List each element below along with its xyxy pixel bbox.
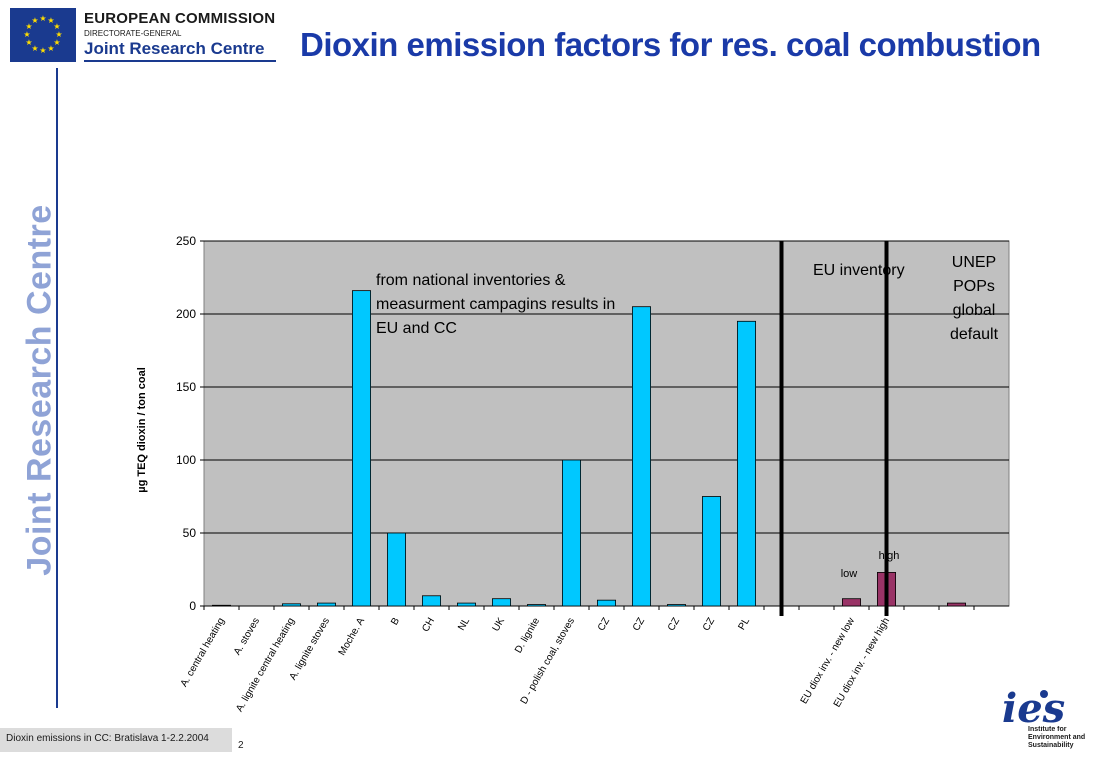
bar bbox=[456, 602, 476, 607]
bar bbox=[316, 602, 336, 607]
ies-logo: ies Institute for Environment and Sustai… bbox=[1000, 685, 1100, 758]
bar bbox=[702, 496, 722, 607]
y-tick-label: 200 bbox=[176, 307, 196, 321]
plot-area bbox=[203, 240, 1010, 607]
y-tick-label: 150 bbox=[176, 380, 196, 394]
x-tick-label: PL bbox=[736, 616, 752, 632]
bar bbox=[947, 602, 967, 607]
dg-label: DIRECTORATE-GENERAL bbox=[84, 29, 182, 38]
svg-text:★: ★ bbox=[25, 38, 32, 47]
y-axis-label: µg TEQ dioxin / ton coal bbox=[136, 367, 148, 493]
bar bbox=[562, 459, 582, 607]
org-name: EUROPEAN COMMISSION bbox=[84, 10, 276, 27]
svg-text:★: ★ bbox=[53, 22, 60, 31]
x-tick-label: CZ bbox=[631, 616, 647, 633]
logo-underline bbox=[84, 60, 276, 62]
bar bbox=[842, 598, 862, 607]
annotation-unep-line1: UNEP bbox=[952, 254, 996, 271]
ies-logo-letters: ies bbox=[1002, 686, 1065, 732]
page-title: Dioxin emission factors for res. coal co… bbox=[300, 26, 1041, 63]
svg-text:★: ★ bbox=[39, 14, 46, 23]
annotation-low: low bbox=[841, 568, 858, 580]
svg-text:★: ★ bbox=[23, 30, 30, 39]
x-tick-label: A. central heating bbox=[179, 616, 227, 689]
x-tick-label: B bbox=[389, 616, 402, 628]
svg-text:★: ★ bbox=[47, 16, 54, 25]
svg-text:★: ★ bbox=[39, 46, 46, 55]
x-tick-label: CH bbox=[420, 616, 437, 634]
x-tick-label: A. stoves bbox=[232, 616, 262, 657]
y-tick-label: 0 bbox=[189, 599, 196, 613]
x-tick-label: CZ bbox=[701, 616, 717, 633]
footer-text: Dioxin emissions in CC: Bratislava 1-2.2… bbox=[6, 733, 209, 744]
bar bbox=[491, 598, 511, 607]
x-tick-label: Moche. A bbox=[337, 616, 368, 658]
annotation-national-line1: from national inventories & bbox=[376, 272, 566, 289]
ies-logo-caption: Institute for Environment and Sustainabi… bbox=[1028, 726, 1086, 749]
y-tick-label: 100 bbox=[176, 453, 196, 467]
bar bbox=[351, 290, 371, 607]
bar bbox=[597, 599, 617, 607]
annotation-national-line2: measurment campagins results in bbox=[376, 296, 615, 313]
bar bbox=[421, 595, 441, 607]
x-tick-label: CZ bbox=[666, 616, 682, 633]
bar bbox=[211, 604, 231, 607]
svg-text:★: ★ bbox=[25, 22, 32, 31]
bar bbox=[281, 603, 301, 607]
eu-flag-icon: ★ ★ ★ ★ ★ ★ ★ ★ ★ ★ ★ ★ bbox=[10, 8, 76, 62]
footer-box bbox=[0, 728, 232, 752]
annotation-national-line3: EU and CC bbox=[376, 320, 457, 337]
svg-text:★: ★ bbox=[31, 44, 38, 53]
y-tick-label: 250 bbox=[176, 234, 196, 248]
jrc-name: Joint Research Centre bbox=[84, 39, 265, 58]
annotation-unep-line3: global bbox=[953, 302, 996, 319]
annotation-eu-inventory: EU inventory bbox=[813, 262, 905, 279]
y-tick-label: 50 bbox=[183, 526, 197, 540]
svg-text:★: ★ bbox=[31, 16, 38, 25]
x-tick-label: D. lignite bbox=[513, 616, 542, 656]
bar bbox=[632, 306, 652, 607]
bar bbox=[667, 604, 687, 607]
bar bbox=[737, 320, 757, 607]
x-tick-label: CZ bbox=[596, 616, 612, 633]
x-tick-label: UK bbox=[491, 616, 508, 634]
annotation-unep-line2: POPs bbox=[953, 278, 995, 295]
page-number: 2 bbox=[238, 740, 244, 751]
bar bbox=[527, 604, 547, 607]
annotation-high: high bbox=[879, 550, 900, 562]
svg-text:★: ★ bbox=[47, 44, 54, 53]
sidebar-divider bbox=[56, 68, 58, 708]
x-tick-label: NL bbox=[456, 616, 472, 633]
bar bbox=[386, 532, 406, 607]
european-commission-logo: ★ ★ ★ ★ ★ ★ ★ ★ ★ ★ ★ ★ EUROPEAN COMMISSION DIRE… bbox=[10, 8, 280, 64]
ies-dot-icon bbox=[1040, 690, 1048, 698]
annotation-unep-line4: default bbox=[950, 326, 999, 343]
svg-text:★: ★ bbox=[53, 38, 60, 47]
svg-text:★: ★ bbox=[55, 30, 62, 39]
